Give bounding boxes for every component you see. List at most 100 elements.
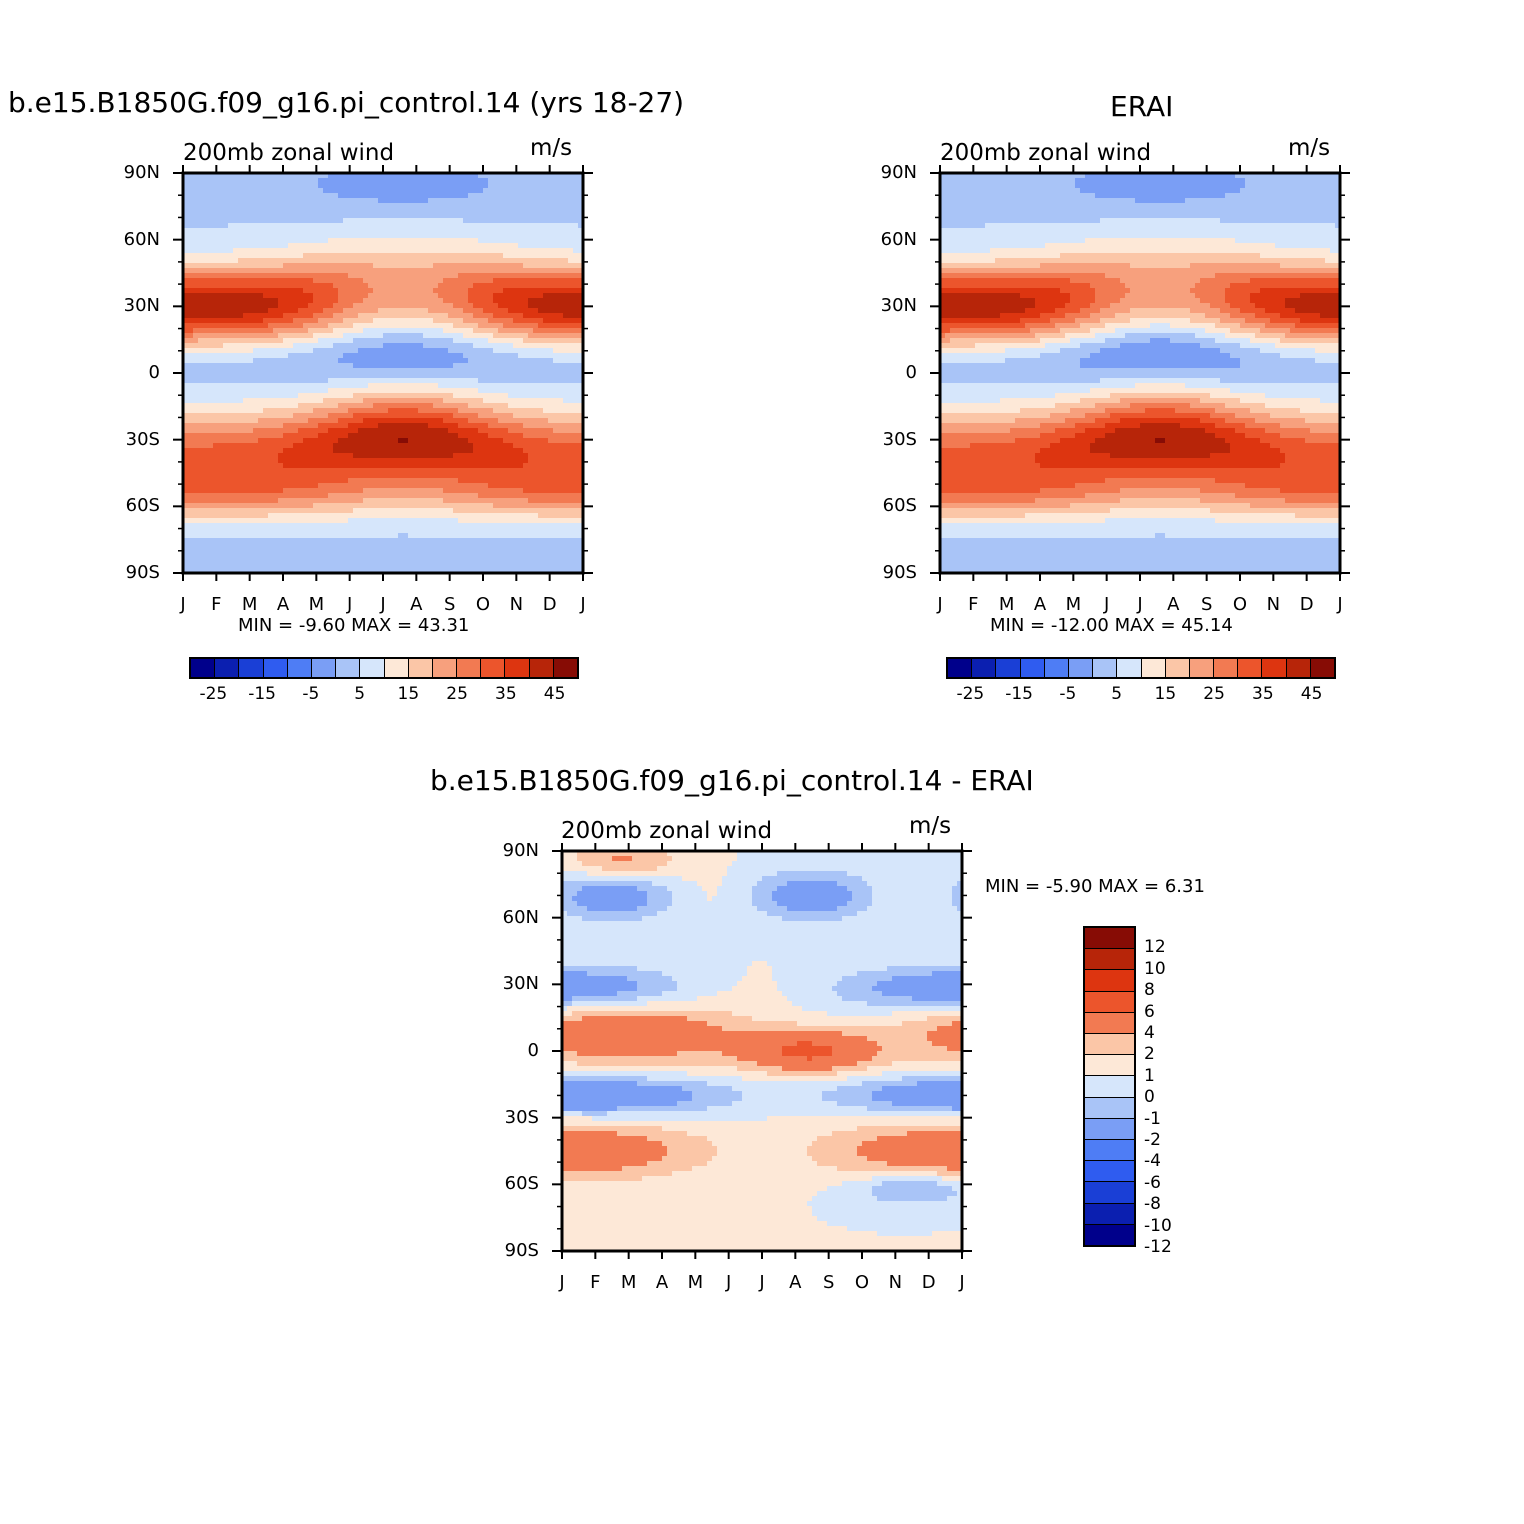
field-cell [338, 483, 344, 489]
field-cell [548, 208, 554, 214]
field-cell [573, 268, 579, 274]
field-cell [333, 373, 339, 379]
field-cell [423, 178, 429, 184]
field-cell [218, 178, 224, 184]
field-cell [278, 478, 284, 484]
field-cell [183, 423, 189, 429]
field-cell [418, 438, 424, 444]
field-cell [198, 313, 204, 319]
field-cell [508, 403, 514, 409]
field-cell [338, 393, 344, 399]
field-cell [523, 433, 529, 439]
field-cell [558, 208, 564, 214]
field-cell [278, 398, 284, 404]
field-cell [418, 288, 424, 294]
field-cell [483, 263, 489, 269]
field-cell [518, 268, 524, 274]
field-cell [463, 458, 469, 464]
field-cell [338, 403, 344, 409]
field-cell [428, 328, 434, 334]
field-cell [393, 193, 399, 199]
field-cell [383, 183, 389, 189]
field-cell [238, 443, 244, 449]
field-cell [518, 383, 524, 389]
field-cell [548, 333, 554, 339]
field-cell [568, 428, 574, 434]
field-cell [288, 343, 294, 349]
field-cell [253, 223, 259, 229]
field-cell [483, 398, 489, 404]
field-cell [443, 398, 449, 404]
field-cell [228, 423, 234, 429]
field-cell [418, 308, 424, 314]
field-cell [223, 363, 229, 369]
field-cell [338, 228, 344, 234]
field-cell [228, 273, 234, 279]
field-cell [528, 358, 534, 364]
field-cell [388, 413, 394, 419]
field-cell [233, 378, 239, 384]
field-cell [198, 333, 204, 339]
field-cell [418, 248, 424, 254]
field-cell [453, 353, 459, 359]
field-cell [578, 398, 584, 404]
field-cell [363, 358, 369, 364]
field-cell [568, 343, 574, 349]
field-cell [238, 273, 244, 279]
field-cell [323, 183, 329, 189]
field-cell [503, 393, 509, 399]
field-cell [273, 373, 279, 379]
field-cell [538, 208, 544, 214]
field-cell [428, 333, 434, 339]
field-cell [443, 308, 449, 314]
field-cell [203, 283, 209, 289]
field-cell [313, 373, 319, 379]
field-cell [543, 338, 549, 344]
field-cell [503, 268, 509, 274]
field-cell [403, 268, 409, 274]
field-cell [458, 188, 464, 194]
field-cell [293, 283, 299, 289]
field-cell [388, 298, 394, 304]
field-cell [458, 223, 464, 229]
field-cell [183, 428, 189, 434]
field-cell [548, 453, 554, 459]
field-cell [258, 468, 264, 474]
field-cell [278, 218, 284, 224]
field-cell [288, 448, 294, 454]
field-cell [348, 333, 354, 339]
field-cell [373, 288, 379, 294]
field-cell [418, 398, 424, 404]
field-cell [558, 393, 564, 399]
field-cell [458, 323, 464, 329]
field-cell [378, 243, 384, 249]
field-cell [393, 223, 399, 229]
field-cell [278, 483, 284, 489]
field-cell [393, 363, 399, 369]
field-cell [453, 178, 459, 184]
field-cell [368, 178, 374, 184]
field-cell [198, 293, 204, 299]
field-cell [518, 448, 524, 454]
field-cell [448, 348, 454, 354]
field-cell [233, 313, 239, 319]
field-cell [388, 358, 394, 364]
field-cell [373, 443, 379, 449]
field-cell [293, 403, 299, 409]
field-cell [208, 298, 214, 304]
field-cell [438, 178, 444, 184]
field-cell [193, 253, 199, 259]
field-cell [303, 173, 309, 179]
field-cell [278, 183, 284, 189]
field-cell [408, 373, 414, 379]
field-cell [538, 463, 544, 469]
field-cell [558, 288, 564, 294]
field-cell [188, 278, 194, 284]
field-cell [423, 378, 429, 384]
field-cell [268, 473, 274, 479]
field-cell [398, 343, 404, 349]
field-cell [378, 408, 384, 414]
field-cell [423, 473, 429, 479]
field-cell [533, 243, 539, 249]
field-cell [533, 188, 539, 194]
